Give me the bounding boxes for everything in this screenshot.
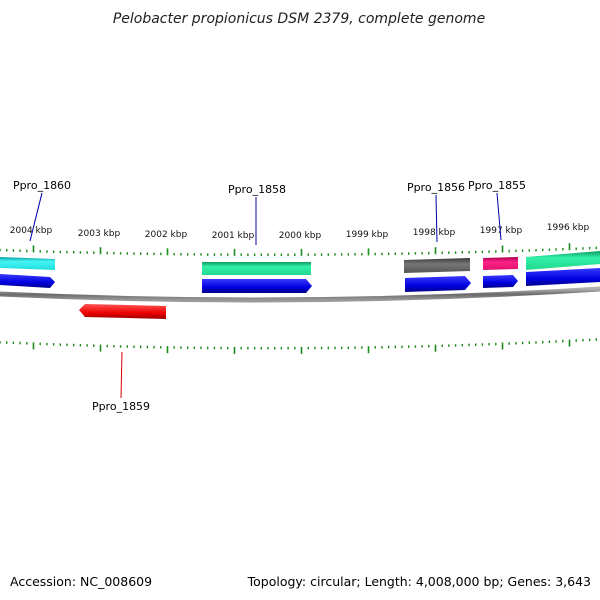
kbp-label: 1999 kbp bbox=[346, 230, 389, 240]
kbp-label: 2000 kbp bbox=[279, 231, 322, 241]
kbp-label: 2003 kbp bbox=[78, 229, 121, 239]
genome-title: Pelobacter propionicus DSM 2379, complet… bbox=[113, 11, 485, 27]
feature-gray[interactable] bbox=[404, 258, 470, 273]
kbp-label: 1997 kbp bbox=[480, 226, 523, 236]
gene-leader-line bbox=[435, 194, 438, 243]
gene-label-ppro-1856[interactable]: Ppro_1856 bbox=[407, 181, 465, 194]
gene-leader-line bbox=[29, 192, 43, 242]
feature-track bbox=[0, 251, 600, 275]
gene-labels: Ppro_1860 Ppro_1858 Ppro_1856 Ppro_1855 … bbox=[13, 179, 526, 413]
kbp-label: 1996 kbp bbox=[547, 223, 590, 233]
cds-arrow-forward[interactable] bbox=[0, 274, 55, 288]
cds-arrow-forward[interactable] bbox=[483, 275, 518, 288]
feature-pink[interactable] bbox=[483, 257, 518, 270]
gene-leader-line bbox=[120, 351, 123, 399]
kbp-label: 2001 kbp bbox=[212, 231, 255, 241]
gene-label-ppro-1855[interactable]: Ppro_1855 bbox=[468, 179, 526, 192]
cds-arrow-reverse[interactable] bbox=[79, 304, 166, 319]
feature-cyan[interactable] bbox=[0, 257, 55, 270]
inner-tick-ring bbox=[0, 338, 597, 354]
cds-arrow-forward[interactable] bbox=[405, 276, 471, 292]
cds-arrow-forward[interactable] bbox=[526, 268, 600, 286]
kbp-labels: 2004 kbp 2003 kbp 2002 kbp 2001 kbp 2000… bbox=[10, 223, 590, 241]
accession-text: Accession: NC_008609 bbox=[10, 574, 153, 589]
feature-teal[interactable] bbox=[526, 251, 600, 270]
genome-summary-text: Topology: circular; Length: 4,008,000 bp… bbox=[247, 574, 591, 589]
forward-cds-track bbox=[0, 268, 600, 293]
cds-arrow-forward[interactable] bbox=[202, 279, 312, 293]
genome-backbone bbox=[0, 286, 600, 303]
gene-label-ppro-1859[interactable]: Ppro_1859 bbox=[92, 400, 150, 413]
kbp-label: 1998 kbp bbox=[413, 228, 456, 238]
kbp-label: 2002 kbp bbox=[145, 230, 188, 240]
kbp-label: 2004 kbp bbox=[10, 226, 53, 236]
outer-tick-ring bbox=[0, 243, 597, 256]
gene-label-ppro-1858[interactable]: Ppro_1858 bbox=[228, 183, 286, 196]
gene-label-ppro-1860[interactable]: Ppro_1860 bbox=[13, 179, 71, 192]
reverse-cds-track bbox=[79, 304, 166, 319]
feature-teal[interactable] bbox=[202, 262, 311, 275]
gene-leader-line bbox=[496, 192, 502, 241]
